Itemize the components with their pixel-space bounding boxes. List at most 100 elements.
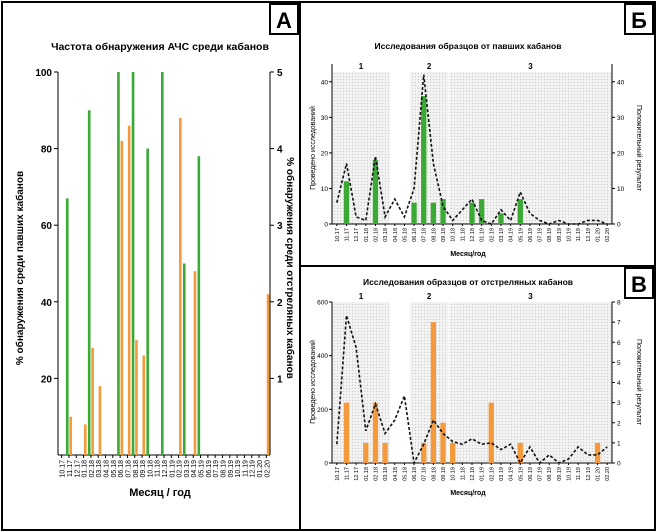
panel-b: Б Исследования образцов от павших кабано… — [309, 3, 654, 258]
panel-a-x-tick-label: 03.18 — [96, 460, 103, 478]
panel-b-y-left-tick-label: 40 — [321, 79, 329, 86]
panel-a-x-tick-label: 05.18 — [111, 460, 118, 478]
panel-c-y-right-tick-label: 1 — [617, 440, 621, 447]
panel-a-bar-dead — [131, 72, 135, 455]
panel-a-x-tick-label: 06.19 — [206, 460, 213, 478]
panel-c-bar — [421, 442, 427, 463]
panel-a-x-tick-label: 07.19 — [213, 460, 220, 478]
panel-a-x-tick-label: 11.17 — [67, 460, 74, 477]
panel-a-x-tick-label: 01.18 — [82, 460, 89, 478]
panel-b-letter: Б — [631, 8, 647, 33]
panel-a-y-right-label: % обнаружения среди отстреляных кабанов — [284, 157, 296, 379]
panel-c-y-right-tick-label: 8 — [617, 300, 621, 307]
panel-a-x-tick-label: 04.18 — [104, 460, 111, 478]
panel-b-bar — [411, 202, 417, 224]
panel-c-x-tick-label: 06.18 — [412, 467, 418, 481]
panel-a-x-tick-label: 11.18 — [155, 460, 162, 477]
panel-b-x-tick-label: 02.18 — [373, 228, 379, 242]
panel-a-x-tick-label: 05.19 — [199, 460, 206, 478]
panel-c-x-tick-label: 10.19 — [567, 467, 573, 481]
panel-b-period-region — [332, 72, 390, 224]
panel-a-y-left-tick-label: 40 — [41, 298, 53, 309]
panel-a-x-tick-label: 02.19 — [177, 460, 184, 478]
panel-b-period-label: 3 — [528, 62, 533, 71]
panel-c-y-right-tick-label: 0 — [617, 461, 621, 468]
panel-a-x-tick-label: 08.18 — [133, 460, 140, 478]
panel-b-x-tick-label: 10.18 — [451, 228, 457, 242]
panel-c-bar — [343, 402, 350, 463]
panel-b-x-label: Месяц/год — [450, 251, 486, 258]
panel-c-x-tick-label: 09.19 — [557, 467, 563, 481]
panel-b-x-tick-label: 03.18 — [383, 228, 389, 242]
panel-a-letter-box — [269, 3, 299, 35]
panel-b-x-tick-label: 12.17 — [354, 228, 360, 242]
panel-c-x-tick-label: 12.18 — [470, 467, 476, 481]
panel-a-bar-shot — [83, 424, 87, 455]
panel-c-letter-box — [624, 267, 654, 299]
panel-b-x-tick-label: 01.19 — [480, 228, 486, 242]
panel-c-x-label: Месяц/год — [450, 490, 486, 497]
panel-c-x-tick-label: 08.18 — [431, 467, 437, 481]
panel-b-x-tick-label: 01.18 — [364, 228, 370, 242]
panel-c-x-tick-label: 12.19 — [586, 467, 592, 481]
panel-c-x-tick-label: 04.18 — [393, 467, 399, 481]
panel-a-x-tick-label: 09.18 — [140, 460, 147, 478]
panel-b-bar — [498, 213, 504, 224]
panel-c-x-tick-label: 05.18 — [402, 467, 408, 481]
panel-a-letter: А — [276, 8, 292, 33]
panel-c-x-tick-label: 04.19 — [509, 467, 515, 481]
panel-a-x-tick-label: 03.19 — [184, 460, 191, 478]
panel-b-bar — [469, 202, 475, 224]
panel-a: А Частота обнаружения АЧС среди кабанов … — [14, 3, 299, 499]
panel-b-x-tick-label: 04.19 — [509, 228, 515, 242]
panel-a-x-tick-label: 08.19 — [220, 460, 227, 478]
panel-a-bar-shot — [69, 416, 72, 455]
panel-b-y-right-tick-label: 30 — [617, 115, 625, 122]
panel-a-x-tick-label: 02.20 — [264, 460, 271, 478]
panel-a-bar-dead — [197, 156, 201, 455]
panel-b-x-tick-label: 01.20 — [596, 228, 602, 242]
panel-b-y-left-tick-label: 0 — [324, 222, 328, 229]
panel-c-bar — [430, 322, 437, 463]
panel-b-x-tick-label: 02.20 — [605, 228, 611, 242]
panel-c-bar — [372, 402, 379, 463]
panel-b-x-tick-label: 11.19 — [576, 228, 582, 241]
panel-c-bar — [382, 442, 388, 463]
panel-b-bar — [343, 181, 350, 224]
panel-a-x-tick-label: 01.19 — [169, 460, 176, 478]
panel-a-x-tick-label: 12.18 — [162, 460, 169, 478]
panel-c-x-tick-label: 12.17 — [354, 467, 360, 481]
panel-c: В Исследования образцов от отстреляных к… — [309, 267, 654, 497]
panel-c-x-tick-label: 11.18 — [460, 467, 466, 480]
panel-c-x-tick-label: 01.20 — [596, 467, 602, 481]
panel-c-title: Исследования образцов от отстреляных каб… — [363, 277, 573, 287]
panel-a-y-right-tick-label: 1 — [277, 374, 283, 385]
panel-b-x-tick-label: 10.17 — [335, 228, 341, 242]
panel-b-x-tick-label: 05.19 — [518, 228, 524, 242]
panel-c-y-left-tick-label: 200 — [317, 407, 328, 414]
panel-c-x-tick-label: 01.19 — [480, 467, 486, 481]
panel-b-x-tick-label: 06.19 — [528, 228, 534, 242]
panel-b-x-tick-label: 07.18 — [422, 228, 428, 242]
panel-a-bar-dead — [146, 148, 149, 455]
panel-a-bar-dead — [117, 72, 120, 455]
panel-c-y-right-tick-label: 3 — [617, 400, 621, 407]
panel-a-x-tick-label: 12.17 — [74, 460, 81, 478]
panel-b-x-tick-label: 11.17 — [344, 228, 350, 241]
panel-b-period-label: 1 — [359, 62, 364, 71]
panel-c-y-right-tick-label: 4 — [617, 380, 621, 387]
panel-b-x-tick-label: 10.19 — [567, 228, 573, 242]
panel-c-x-tick-label: 08.19 — [547, 467, 553, 481]
panel-b-x-tick-label: 05.18 — [402, 228, 408, 242]
panel-c-period-region — [448, 302, 612, 463]
panel-a-bar-shot — [91, 347, 94, 455]
panel-c-x-tick-label: 05.19 — [518, 467, 524, 481]
panel-c-x-tick-label: 02.19 — [489, 467, 495, 481]
panel-c-y-left-tick-label: 0 — [324, 461, 328, 468]
panel-b-bar — [517, 199, 523, 224]
panel-b-period-label: 2 — [427, 62, 432, 71]
panel-a-bar-dead — [161, 72, 164, 455]
panel-a-bar-shot — [193, 271, 197, 455]
panel-c-y-right-tick-label: 6 — [617, 340, 621, 347]
